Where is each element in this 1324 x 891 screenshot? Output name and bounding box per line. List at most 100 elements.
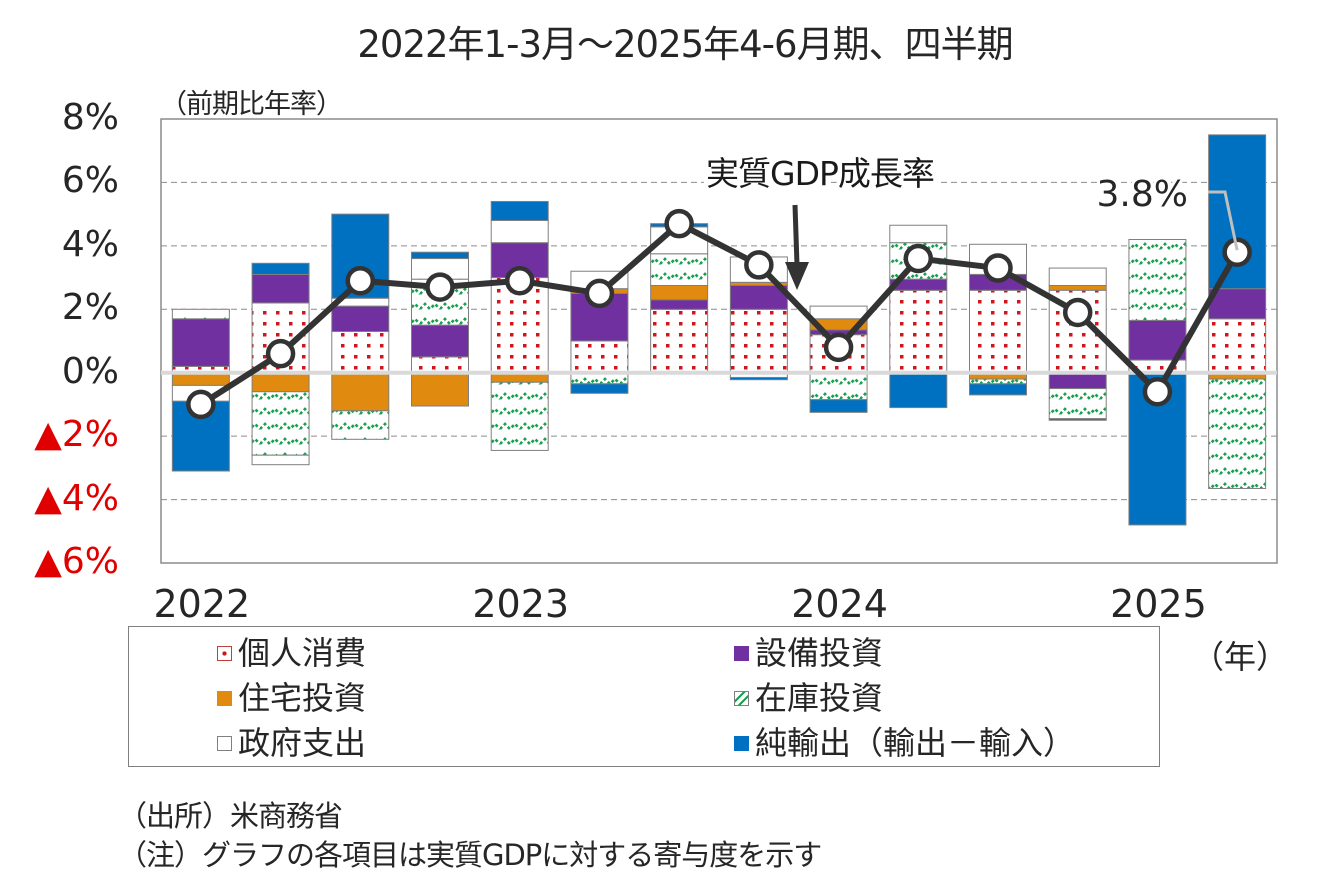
y-tick-label: ▲4% bbox=[34, 477, 119, 519]
x-axis-unit-label: （年） bbox=[1192, 638, 1289, 676]
gdp-value-label: 3.8% bbox=[1097, 174, 1188, 215]
bar-segment-net-exports bbox=[411, 251, 469, 260]
bar-segment-inventory bbox=[969, 378, 1027, 385]
footnote: （注）グラフの各項目は実質GDPに対する寄与度を示す bbox=[118, 838, 822, 872]
callout-leader-line bbox=[1208, 190, 1239, 251]
gdp-data-point bbox=[823, 332, 854, 363]
bar-stack bbox=[650, 223, 709, 374]
gdp-data-point bbox=[425, 272, 455, 302]
x-tick-label: 2022 bbox=[153, 582, 251, 626]
bar-segment-inventory bbox=[490, 381, 549, 451]
bar-segment-housing bbox=[1048, 285, 1107, 291]
bar-segment-government bbox=[1048, 267, 1107, 286]
y-tick-label: 6% bbox=[61, 160, 119, 202]
bar-segment-consumption bbox=[411, 356, 469, 374]
bar-stack bbox=[251, 262, 310, 466]
chart-title: 2022年1-3月～2025年4-6月期、四半期 bbox=[357, 23, 1013, 66]
bar-segment-capex bbox=[1048, 372, 1107, 390]
bar-segment-capex bbox=[1208, 288, 1267, 320]
legend-item-housing: 住宅投資 bbox=[217, 682, 366, 714]
bar-segment-inventory bbox=[1208, 378, 1267, 489]
bar-segment-capex bbox=[650, 299, 709, 310]
bar-segment-capex bbox=[411, 324, 469, 358]
gdp-data-point bbox=[1062, 297, 1093, 328]
bar-segment-consumption bbox=[1208, 318, 1267, 374]
legend-label: 在庫投資 bbox=[755, 679, 884, 717]
bar-segment-consumption bbox=[889, 289, 948, 374]
bar-segment-government bbox=[251, 454, 310, 466]
legend-label: 住宅投資 bbox=[238, 679, 367, 717]
gdp-data-point bbox=[1142, 376, 1173, 407]
x-tick-label: 2025 bbox=[1110, 582, 1207, 626]
bar-segment-inventory bbox=[251, 391, 310, 456]
bar-segment-inventory bbox=[171, 308, 230, 320]
x-tick-label: 2024 bbox=[791, 582, 888, 626]
y-tick-label: ▲6% bbox=[34, 541, 119, 582]
plot-area-border bbox=[160, 118, 1278, 564]
wave-swatch-icon bbox=[734, 690, 749, 706]
gdp-data-point bbox=[744, 250, 774, 280]
bar-segment-government bbox=[809, 305, 868, 320]
y-axis-unit-label: （前期比年率） bbox=[160, 89, 343, 120]
source-note: （出所）米商務省 bbox=[118, 799, 343, 833]
legend-label: 設備投資 bbox=[755, 634, 884, 672]
gdp-data-point bbox=[186, 389, 216, 420]
gdp-data-point bbox=[664, 208, 694, 239]
legend-label: 純輸出（輸出－輸入） bbox=[755, 724, 1076, 762]
bar-segment-net-exports bbox=[809, 399, 868, 413]
bar-stack bbox=[729, 256, 788, 381]
bar-stack bbox=[1208, 134, 1267, 489]
bar-segment-inventory bbox=[331, 410, 390, 440]
legend-label: 政府支出 bbox=[238, 724, 367, 762]
bar-segment-inventory bbox=[1128, 239, 1187, 321]
bar-segment-housing bbox=[331, 372, 390, 412]
gdp-data-point bbox=[504, 265, 535, 296]
gdp-data-point bbox=[584, 278, 615, 309]
legend-label: 個人消費 bbox=[238, 634, 367, 672]
legend-item-government: 政府支出 bbox=[217, 727, 366, 759]
blue-swatch-icon bbox=[734, 735, 749, 751]
bar-segment-inventory bbox=[809, 372, 868, 401]
bar-stack bbox=[1048, 267, 1107, 421]
bar-segment-government bbox=[490, 219, 549, 244]
bar-segment-net-exports bbox=[1048, 418, 1107, 421]
y-tick-label: 4% bbox=[61, 223, 119, 265]
dotted-swatch-icon bbox=[217, 645, 232, 661]
bar-segment-inventory bbox=[1048, 388, 1107, 420]
bar-segment-housing bbox=[251, 372, 310, 393]
bar-segment-net-exports bbox=[251, 262, 310, 275]
y-tick-label: 8% bbox=[61, 97, 119, 138]
bar-segment-government bbox=[889, 224, 948, 244]
bar-segment-consumption bbox=[969, 289, 1027, 374]
bar-segment-housing bbox=[650, 285, 709, 301]
y-tick-label: 0% bbox=[61, 350, 119, 392]
arrow-shaft bbox=[792, 204, 800, 266]
arrow-down-icon bbox=[785, 262, 809, 290]
x-tick-label: 2023 bbox=[472, 582, 570, 626]
legend: 個人消費 設備投資 住宅投資 在庫投資 政府支出 純輸出（輸出－輸入） bbox=[128, 626, 1160, 767]
bar-segment-net-exports bbox=[490, 200, 549, 221]
bar-stack bbox=[490, 200, 549, 451]
bar-stack bbox=[331, 213, 390, 440]
bar-segment-consumption bbox=[650, 308, 709, 374]
y-tick-label: ▲2% bbox=[34, 414, 119, 456]
bar-segment-capex bbox=[251, 273, 310, 304]
gdp-data-point bbox=[265, 338, 296, 369]
legend-item-net-exports: 純輸出（輸出－輸入） bbox=[734, 727, 1075, 759]
legend-item-capex: 設備投資 bbox=[734, 637, 883, 669]
legend-item-inventory: 在庫投資 bbox=[734, 682, 883, 714]
bar-segment-net-exports bbox=[570, 383, 629, 394]
bar-segment-inventory bbox=[650, 253, 709, 287]
bar-segment-net-exports bbox=[889, 372, 948, 409]
gdp-data-point bbox=[345, 265, 376, 296]
bar-segment-consumption bbox=[729, 308, 788, 374]
bar-segment-consumption bbox=[570, 340, 629, 374]
gdp-data-point bbox=[1222, 237, 1252, 267]
bar-segment-net-exports bbox=[729, 376, 788, 381]
legend-item-consumption: 個人消費 bbox=[217, 637, 366, 669]
bar-segment-capex bbox=[171, 318, 230, 367]
gdp-series-annotation: 実質GDP成長率 bbox=[706, 154, 934, 193]
white-swatch-icon bbox=[217, 735, 232, 751]
purple-swatch-icon bbox=[734, 645, 749, 661]
